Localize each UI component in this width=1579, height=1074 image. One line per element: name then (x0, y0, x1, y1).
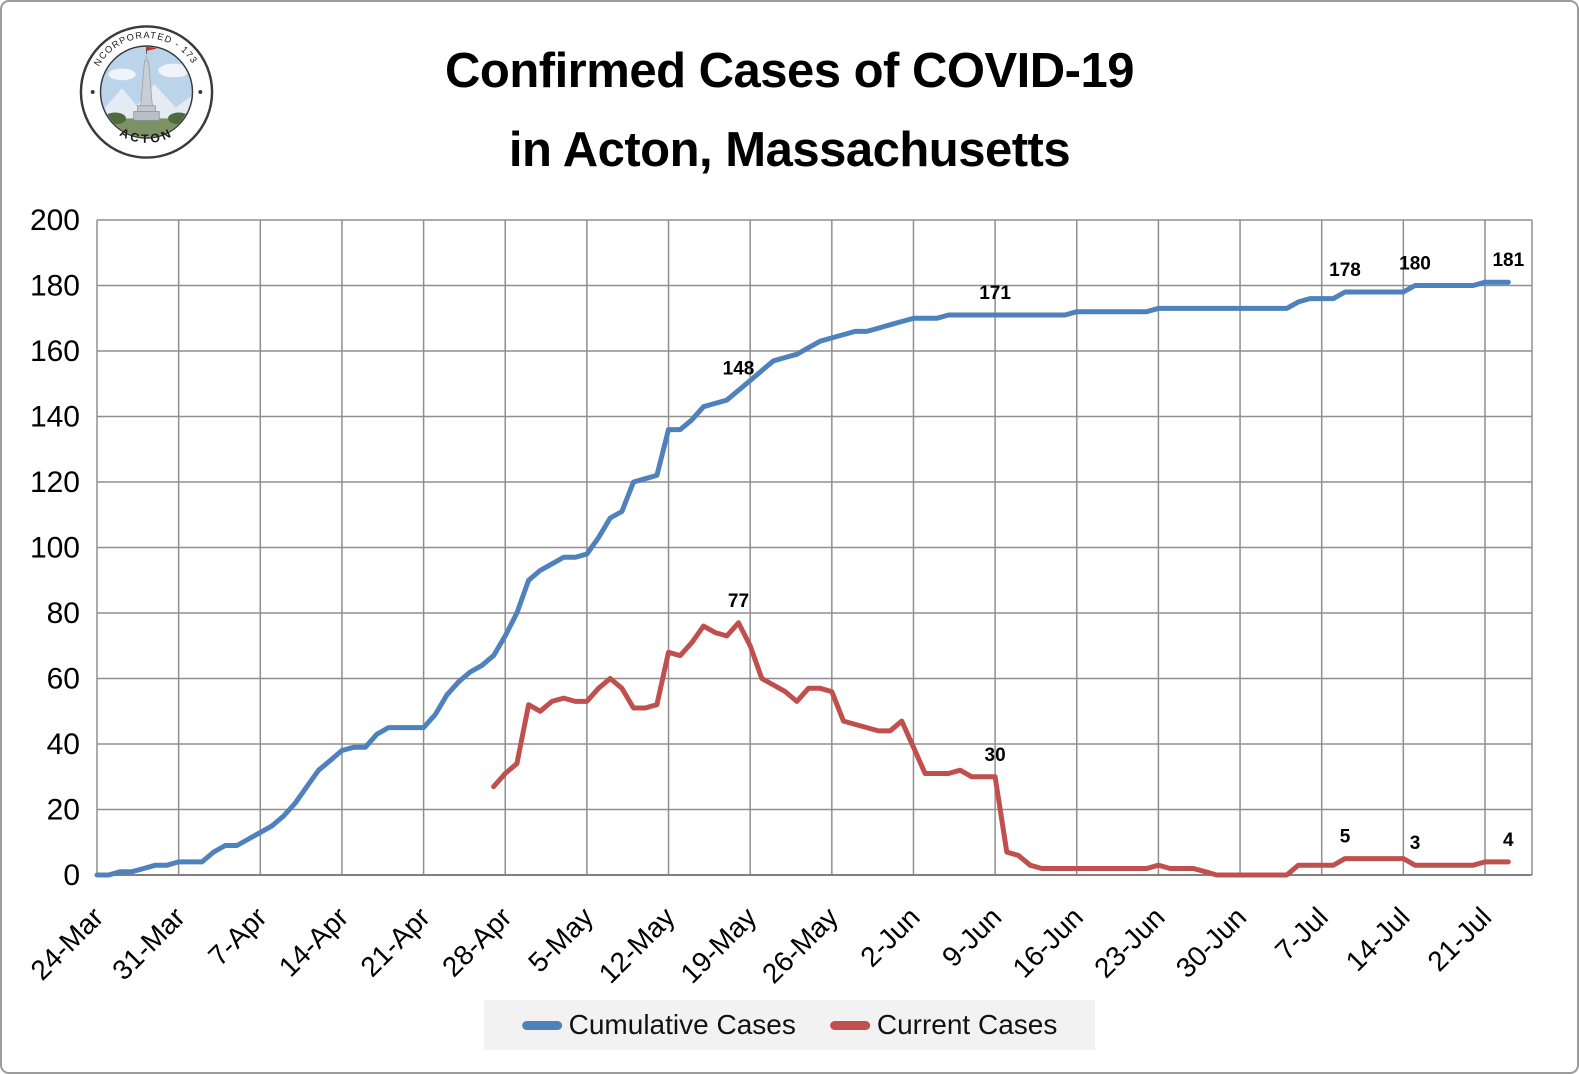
chart-title: Confirmed Cases of COVID-19 in Acton, Ma… (2, 32, 1577, 190)
legend-item-cumulative-cases: Cumulative Cases (521, 1009, 796, 1041)
current-cases-line (491, 620, 1511, 878)
svg-text:9-Jun: 9-Jun (936, 901, 1007, 972)
svg-text:100: 100 (30, 532, 80, 565)
svg-text:26-May: 26-May (756, 901, 844, 989)
svg-text:5-May: 5-May (522, 901, 599, 978)
seal-ring-bottom-text: ACTON (118, 125, 176, 146)
legend: Cumulative Cases Current Cases (483, 1000, 1096, 1050)
svg-text:24-Mar: 24-Mar (25, 901, 110, 986)
svg-text:21-Jul: 21-Jul (1421, 901, 1497, 977)
data-label-30: 30 (985, 745, 1006, 766)
svg-text:19-May: 19-May (674, 901, 762, 989)
svg-text:20: 20 (47, 794, 80, 827)
data-label-77: 77 (728, 591, 749, 612)
cumulative-cases-swatch (521, 1020, 562, 1030)
data-label-171: 171 (979, 283, 1011, 304)
svg-text:160: 160 (30, 335, 80, 368)
data-label-148: 148 (723, 358, 755, 379)
svg-text:31-Mar: 31-Mar (106, 901, 191, 986)
svg-text:0: 0 (63, 859, 80, 892)
data-label-4: 4 (1503, 830, 1514, 851)
svg-text:28-Apr: 28-Apr (436, 901, 517, 982)
svg-text:80: 80 (47, 597, 80, 630)
svg-text:40: 40 (47, 728, 80, 761)
seal-scene (101, 46, 192, 138)
acton-town-seal-logo: INCORPORATED - 1735 ACTON (78, 22, 214, 159)
seal-flag (146, 46, 158, 51)
y-axis-labels: 0 20 40 60 80 100 120 140 160 180 200 (30, 204, 80, 892)
data-label-5: 5 (1340, 827, 1351, 848)
svg-text:7-Apr: 7-Apr (202, 901, 272, 971)
svg-text:12-May: 12-May (593, 901, 681, 989)
svg-text:200: 200 (30, 204, 80, 237)
gridlines (96, 219, 1533, 876)
data-label-181: 181 (1492, 250, 1524, 271)
svg-text:7-Jul: 7-Jul (1269, 901, 1334, 966)
svg-text:14-Apr: 14-Apr (273, 901, 354, 982)
legend-label-cumulative-cases: Cumulative Cases (568, 1009, 796, 1040)
svg-text:30-Jun: 30-Jun (1170, 901, 1252, 983)
svg-text:60: 60 (47, 663, 80, 696)
svg-text:21-Apr: 21-Apr (354, 901, 435, 982)
svg-text:23-Jun: 23-Jun (1088, 901, 1170, 983)
svg-text:16-Jun: 16-Jun (1007, 901, 1089, 983)
current-cases-swatch (829, 1020, 870, 1030)
svg-text:180: 180 (30, 270, 80, 303)
svg-text:2-Jun: 2-Jun (854, 901, 925, 972)
svg-text:140: 140 (30, 401, 80, 434)
chart-title-line-2: in Acton, Massachusetts (508, 123, 1071, 177)
legend-item-current-cases: Current Cases (829, 1009, 1058, 1041)
data-labels: 148 171 178 180 181 77 30 5 3 4 (723, 250, 1525, 854)
svg-text:120: 120 (30, 466, 80, 499)
data-label-180: 180 (1399, 254, 1431, 275)
data-label-178: 178 (1329, 260, 1361, 281)
legend-label-current-cases: Current Cases (876, 1009, 1058, 1040)
svg-text:14-Jul: 14-Jul (1340, 901, 1416, 977)
data-label-3: 3 (1410, 833, 1421, 854)
chart-title-line-1: Confirmed Cases of COVID-19 (445, 44, 1135, 98)
cumulative-cases-line (94, 279, 1511, 878)
